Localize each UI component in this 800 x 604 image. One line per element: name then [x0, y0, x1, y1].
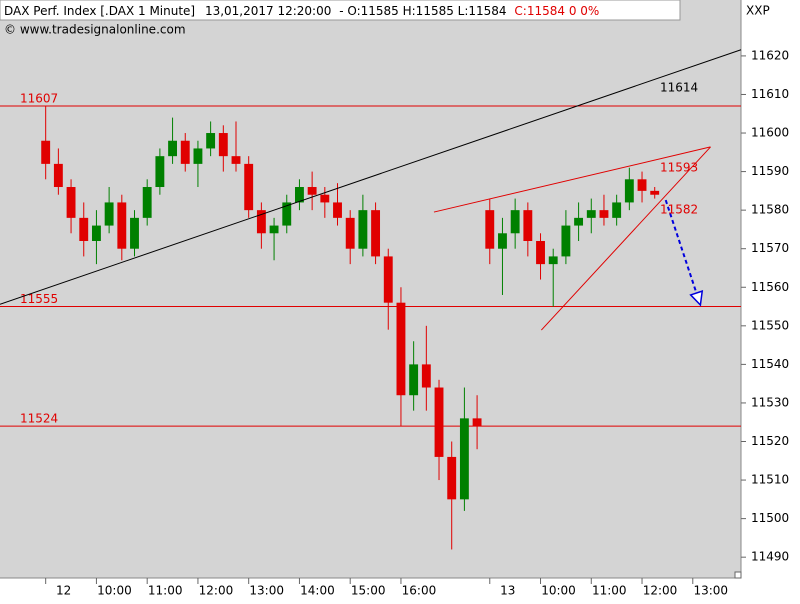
change-label: C:11584 0 0% [514, 4, 599, 18]
ohlc-label: - O:11585 H:11585 L:11584 [339, 4, 506, 18]
candle-body [447, 456, 457, 500]
candle-body [295, 187, 304, 203]
y-tick-label: 11610 [751, 87, 789, 101]
y-tick-label: 11570 [751, 241, 789, 255]
candle-body [256, 210, 266, 234]
x-tick-label: 16:00 [402, 584, 437, 598]
candle-body [155, 156, 165, 188]
candle-body [459, 418, 469, 500]
candle-body [650, 190, 660, 195]
candle-body [142, 187, 152, 218]
y-tick-label: 11530 [751, 395, 789, 409]
chart-title: DAX Perf. Index [.DAX 1 Minute] [4, 4, 195, 18]
header-box [0, 0, 681, 21]
candle-body [91, 225, 101, 241]
level-label: 11524 [20, 412, 58, 426]
candle-body [510, 210, 520, 234]
candle-body [548, 256, 558, 265]
candle-body [66, 187, 76, 218]
candle-body [523, 210, 533, 241]
arrow-head [689, 290, 704, 307]
plot-area [0, 0, 741, 578]
annotation: 11614 [660, 81, 698, 95]
candle-body [282, 202, 292, 226]
x-tick-label: 13:00 [693, 584, 728, 598]
candle-body [561, 225, 571, 257]
y-tick-label: 11510 [751, 473, 789, 487]
candle-body [485, 210, 495, 249]
candle-body [421, 364, 431, 388]
candle-body [472, 418, 482, 427]
header: DAX Perf. Index [.DAX 1 Minute] 13,01,20… [4, 4, 599, 18]
x-tick-label: 11:00 [592, 584, 627, 598]
y-tick-label: 11590 [751, 164, 789, 178]
candle-body [536, 240, 545, 265]
candle-body [574, 217, 584, 226]
trendline [0, 49, 742, 305]
candle-body [269, 225, 279, 234]
y-tick-label: 11550 [751, 318, 789, 332]
resize-handle [734, 571, 742, 579]
x-tick-label: 12:00 [199, 584, 234, 598]
candle-body [231, 156, 241, 164]
candle-body [79, 217, 89, 241]
trendline [664, 199, 702, 306]
y-tick-label: 11600 [751, 126, 789, 140]
timestamp: 13,01,2017 12:20:00 [205, 4, 331, 18]
candle-body [333, 202, 342, 218]
x-tick-label: 13 [500, 584, 515, 598]
y-tick-label: 11520 [751, 434, 789, 448]
candle-body [307, 187, 317, 195]
candle-body [637, 179, 647, 191]
level-label: 11607 [20, 92, 58, 106]
candle-body [345, 217, 355, 249]
x-tick-label: 12 [56, 584, 71, 598]
candle-body [624, 179, 634, 203]
source: © www.tradesignalonline.com [4, 23, 186, 37]
candle-body [434, 387, 444, 457]
candle-body [409, 364, 419, 396]
candle-body [320, 194, 330, 203]
candle-body [599, 210, 609, 218]
candle-body [383, 256, 393, 303]
x-tick-label: 11:00 [148, 584, 183, 598]
candle-body [396, 302, 406, 396]
trendline [541, 146, 711, 331]
level-label: 11555 [20, 292, 58, 306]
candle-body [168, 140, 178, 157]
trendline [433, 146, 711, 213]
x-tick-label: 14:00 [300, 584, 335, 598]
candle-body [498, 233, 507, 249]
annotation: 11582 [660, 203, 698, 217]
candle-body [117, 202, 127, 249]
candle-body [130, 217, 139, 249]
candle-body [612, 202, 622, 218]
y-tick-label: 11490 [751, 550, 789, 564]
candle-body [41, 140, 51, 164]
candle-body [104, 202, 114, 226]
y-tick-label: 11500 [751, 511, 789, 525]
x-tick-label: 15:00 [351, 584, 386, 598]
x-tick-label: 12:00 [643, 584, 678, 598]
corner-label: XXP [746, 4, 770, 18]
x-tick-label: 10:00 [97, 584, 132, 598]
candle-body [53, 163, 63, 188]
y-tick-label: 11580 [751, 203, 789, 217]
marks: 11607 11555 11524 11614 11593 11582 [0, 49, 742, 550]
y-tick-label: 11560 [751, 280, 789, 294]
candle-body [193, 148, 203, 164]
candle-body [244, 163, 254, 211]
candle-body [218, 133, 228, 157]
x-tick-label: 10:00 [541, 584, 576, 598]
candle-body [371, 210, 381, 257]
candle-body [180, 140, 190, 164]
y-tick-label: 11540 [751, 357, 789, 371]
x-tick-label: 13:00 [249, 584, 284, 598]
annotation: 11593 [660, 161, 698, 175]
y-tick-label: 11620 [751, 48, 789, 62]
candle-body [206, 133, 216, 149]
candle-body [586, 210, 596, 218]
candle-body [358, 210, 368, 249]
